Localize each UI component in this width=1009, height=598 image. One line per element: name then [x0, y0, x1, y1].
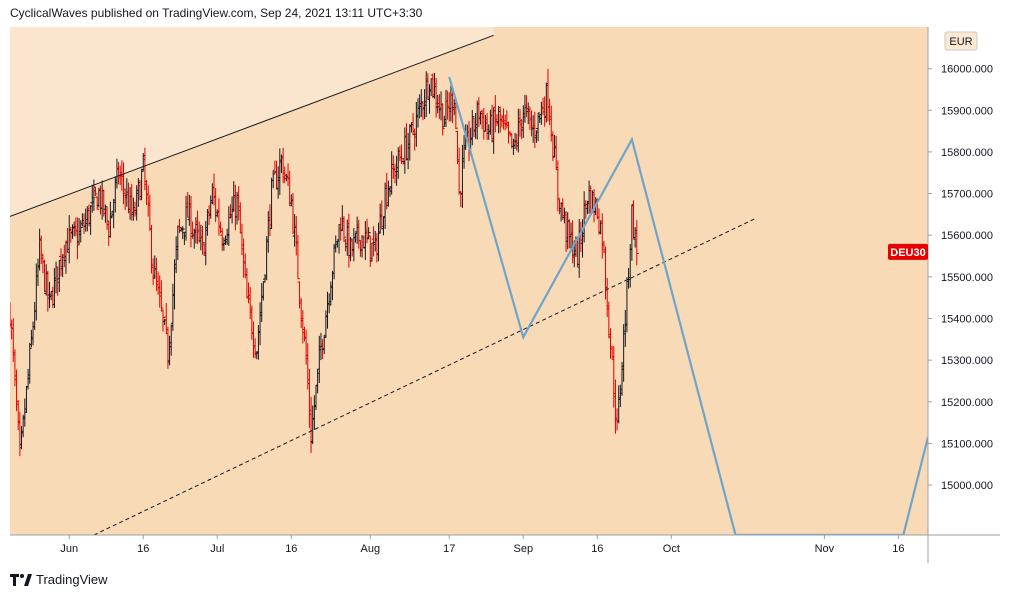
- price-tick-label: 15800.000: [941, 147, 993, 159]
- symbol-label: DEU30: [890, 247, 925, 259]
- channel-upper-trendline[interactable]: [10, 34, 494, 217]
- ohlc-bar: [341, 216, 346, 242]
- ohlc-bar: [555, 160, 560, 212]
- ohlc-bar: [470, 110, 475, 146]
- price-tick-label: 15200.000: [941, 397, 993, 409]
- ohlc-bar: [93, 186, 98, 196]
- time-tick-label: Jul: [210, 543, 224, 555]
- ohlc-bar: [634, 220, 639, 266]
- price-tick-label: 15500.000: [941, 272, 993, 284]
- wave-projection-path[interactable]: [448, 76, 928, 535]
- price-tick-label: 15000.000: [941, 480, 993, 492]
- ohlc-bar: [27, 342, 32, 384]
- footer-brand[interactable]: TradingView: [10, 572, 108, 587]
- last-price-badge: DEU30: [888, 243, 928, 260]
- ohlc-bar: [536, 112, 541, 142]
- ohlc-bar: [366, 227, 371, 240]
- time-tick-label: 17: [443, 543, 455, 555]
- ohlc-bar: [159, 280, 164, 311]
- currency-badge: EUR: [944, 31, 978, 51]
- publisher-header: CyclicalWaves published on TradingView.c…: [10, 6, 423, 20]
- time-tick-label: Oct: [663, 543, 680, 555]
- currency-label: EUR: [949, 36, 972, 48]
- time-tick-label: Jun: [60, 543, 78, 555]
- chart-frame: 15000.000 15100.000 15200.000 15300.000 1540…: [10, 27, 1000, 563]
- price-tick-label: 15700.000: [941, 189, 993, 201]
- ohlc-bar: [75, 217, 80, 260]
- ohlc-bar: [271, 169, 276, 189]
- tradingview-logo-icon: [10, 573, 32, 586]
- price-chart[interactable]: 15000.000 15100.000 15200.000 15300.000 1540…: [10, 27, 1000, 563]
- ohlc-bar: [95, 195, 100, 210]
- time-tick-label: Aug: [361, 543, 381, 555]
- ohlc-bar: [457, 147, 462, 195]
- time-tick-label: 16: [591, 543, 603, 555]
- time-tick-label: 16: [892, 543, 904, 555]
- time-tick-label: Sep: [514, 543, 534, 555]
- brand-name: TradingView: [36, 572, 108, 587]
- price-tick-label: 15100.000: [941, 438, 993, 450]
- price-tick-label: 15300.000: [941, 355, 993, 367]
- time-tick-label: 16: [285, 543, 297, 555]
- price-tick-label: 15600.000: [941, 230, 993, 242]
- channel-upper-fill: [10, 27, 494, 217]
- ohlc-bar: [103, 204, 108, 223]
- time-axis: Jun 16 Jul 16 Aug 17 Sep 16 Oct Nov 16: [60, 535, 905, 555]
- time-tick-label: 16: [137, 543, 149, 555]
- channel-lower-trendline[interactable]: [93, 218, 756, 535]
- price-axis: 15000.000 15100.000 15200.000 15300.000 1540…: [928, 64, 993, 492]
- time-tick-label: Nov: [815, 543, 835, 555]
- ohlc-bar: [295, 235, 300, 280]
- price-tick-label: 16000.000: [941, 64, 993, 76]
- price-tick-label: 15400.000: [941, 313, 993, 325]
- price-tick-label: 15900.000: [941, 105, 993, 117]
- price-bars: [10, 68, 639, 457]
- ohlc-bar: [440, 103, 445, 136]
- ohlc-bar: [161, 309, 165, 332]
